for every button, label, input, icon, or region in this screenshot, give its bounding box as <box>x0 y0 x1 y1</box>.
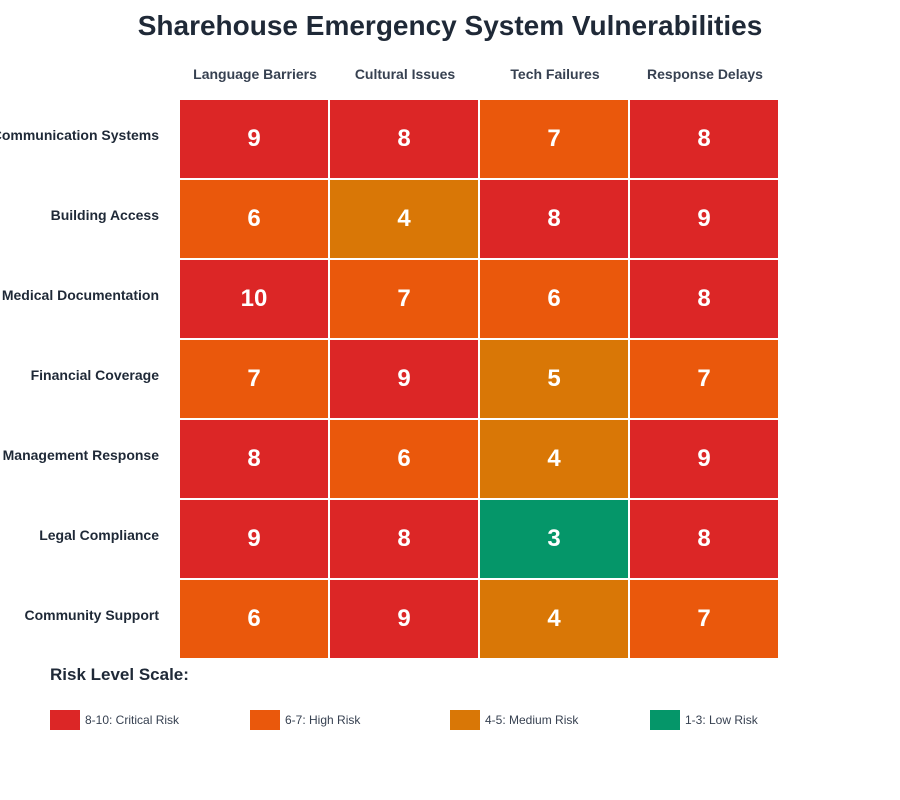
column-label: Tech Failures <box>510 66 600 82</box>
heatmap-cell: 7 <box>180 340 328 418</box>
legend-swatch <box>650 710 680 730</box>
legend-label: 6-7: High Risk <box>285 713 361 727</box>
legend-item: 6-7: High Risk <box>250 710 360 730</box>
row-label: Communication Systems <box>0 127 159 143</box>
heatmap-cell: 7 <box>630 580 778 658</box>
row-label: Financial Coverage <box>30 367 159 383</box>
row-label: Community Support <box>24 607 159 623</box>
heatmap-cell: 4 <box>330 180 478 258</box>
heatmap-cell: 8 <box>180 420 328 498</box>
heatmap-cell: 4 <box>480 580 628 658</box>
heatmap-cell: 9 <box>180 100 328 178</box>
legend-label: 4-5: Medium Risk <box>485 713 579 727</box>
heatmap-cell: 9 <box>330 340 478 418</box>
legend-item: 8-10: Critical Risk <box>50 710 179 730</box>
chart-title: Sharehouse Emergency System Vulnerabilit… <box>137 10 763 41</box>
heatmap-cell: 8 <box>330 100 478 178</box>
legend-label: 1-3: Low Risk <box>685 713 758 727</box>
row-label: Management Response <box>2 447 159 463</box>
column-label: Cultural Issues <box>354 66 456 82</box>
heatmap-cell: 8 <box>630 500 778 578</box>
row-label: Legal Compliance <box>39 527 159 543</box>
heatmap-cell: 9 <box>330 580 478 658</box>
heatmap-cell: 3 <box>480 500 628 578</box>
heatmap-cell: 8 <box>330 500 478 578</box>
legend-title: Risk Level Scale: <box>50 665 189 684</box>
heatmap-cell: 7 <box>480 100 628 178</box>
row-label: Medical Documentation <box>1 287 159 303</box>
heatmap-cell: 6 <box>480 260 628 338</box>
heatmap-cell: 7 <box>330 260 478 338</box>
heatmap-cell: 9 <box>630 180 778 258</box>
heatmap-cell: 6 <box>180 580 328 658</box>
legend-item: 1-3: Low Risk <box>650 710 758 730</box>
heatmap-cell: 9 <box>180 500 328 578</box>
legend-swatch <box>450 710 480 730</box>
legend-label: 8-10: Critical Risk <box>85 713 180 727</box>
legend-swatch <box>50 710 80 730</box>
heatmap-cell: 7 <box>630 340 778 418</box>
heatmap-cell: 9 <box>630 420 778 498</box>
heatmap-cell: 8 <box>630 100 778 178</box>
heatmap-cell: 6 <box>330 420 478 498</box>
heatmap-cell: 6 <box>180 180 328 258</box>
column-label: Response Delays <box>647 66 763 82</box>
heatmap-cell: 10 <box>180 260 328 338</box>
legend-swatch <box>250 710 280 730</box>
heatmap-cell: 5 <box>480 340 628 418</box>
row-label: Building Access <box>50 207 159 223</box>
column-label: Language Barriers <box>193 66 317 82</box>
heatmap-cell: 8 <box>630 260 778 338</box>
heatmap-cell: 4 <box>480 420 628 498</box>
legend-item: 4-5: Medium Risk <box>450 710 578 730</box>
heatmap-cell: 8 <box>480 180 628 258</box>
